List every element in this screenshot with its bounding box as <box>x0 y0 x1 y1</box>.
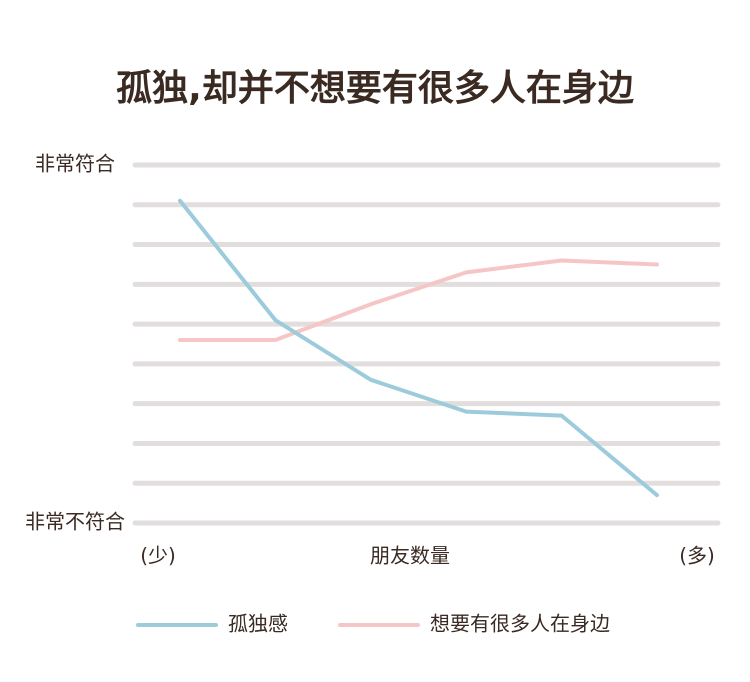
annotation: (多) <box>679 544 715 568</box>
legend-label: 想要有很多人在身边 <box>430 612 610 636</box>
data-line <box>178 258 659 343</box>
chart-title: 孤独,却并不想要有很多人在身边 <box>116 68 634 109</box>
data-line <box>178 198 659 498</box>
annotation: (少) <box>140 544 176 568</box>
legend-label: 孤独感 <box>228 612 288 636</box>
y-tick-label: 非常不符合 <box>25 510 125 534</box>
x-axis-label: 朋友数量 <box>370 544 450 568</box>
y-tick-label: 非常符合 <box>35 152 115 176</box>
